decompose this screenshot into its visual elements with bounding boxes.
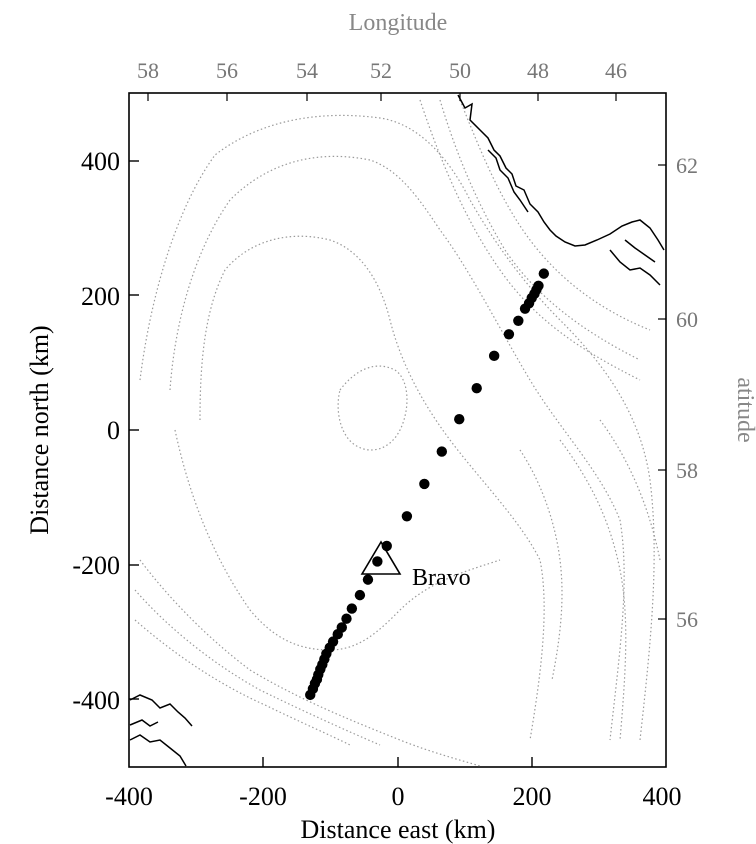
- x-tick-label: 200: [513, 782, 552, 811]
- longitude-tick-label: 58: [137, 58, 159, 83]
- x-tick-label: -200: [239, 782, 287, 811]
- coastlines: [129, 94, 665, 767]
- longitude-tick-label: 46: [605, 58, 627, 83]
- survey-point: [336, 622, 347, 633]
- survey-points: [305, 268, 550, 701]
- contour-line: [559, 439, 627, 741]
- labrador-coastline: [129, 694, 193, 727]
- survey-point: [436, 446, 448, 457]
- survey-point: [372, 556, 383, 567]
- contour-line: [139, 559, 481, 767]
- contour-line: [419, 99, 641, 381]
- contour-line: [139, 114, 655, 741]
- longitude-tick-label: 56: [216, 58, 238, 83]
- greenland-coastline: [624, 239, 656, 263]
- longitude-tick-label: 52: [370, 58, 392, 83]
- greenland-coastline: [457, 94, 665, 251]
- labrador-coastline: [129, 734, 187, 767]
- contour-line: [459, 99, 651, 331]
- bravo-station-triangle: [360, 540, 402, 575]
- survey-point: [354, 589, 366, 601]
- longitude-axis-top: Longitude 58 56 54 52 50 48 46: [137, 10, 627, 101]
- labrador-coastline: [129, 719, 159, 727]
- survey-point: [381, 540, 392, 552]
- survey-point: [346, 603, 358, 614]
- x-tick-label: 0: [392, 782, 405, 811]
- contour-line: [174, 429, 501, 651]
- contour-line: [134, 589, 381, 746]
- bravo-station-label: Bravo: [412, 565, 471, 591]
- contour-line: [169, 155, 625, 741]
- survey-point: [533, 280, 544, 291]
- contour-line: [599, 419, 661, 561]
- y-axis-title: Distance north (km): [25, 325, 54, 534]
- y-tick-label: 0: [107, 416, 120, 445]
- survey-point: [488, 350, 500, 362]
- survey-point: [327, 636, 339, 647]
- latitude-tick-label: 56: [676, 607, 698, 632]
- contour-line: [439, 99, 641, 361]
- latitude-tick-label: 58: [676, 458, 698, 483]
- longitude-tick-label: 48: [527, 58, 549, 83]
- longitude-tick-label: 54: [296, 58, 318, 83]
- y-tick-label: -400: [72, 686, 120, 715]
- longitude-tick-label: 50: [449, 58, 471, 83]
- contour-line: [337, 365, 408, 451]
- latitude-tick-label: 60: [676, 307, 698, 332]
- latitude-axis-title: atitude: [732, 377, 756, 442]
- x-tick-label: -400: [105, 782, 153, 811]
- greenland-coastline: [487, 149, 529, 213]
- survey-point: [513, 315, 524, 327]
- contour-line: [519, 449, 563, 681]
- x-axis-bottom: -400 -200 0 200 400 Distance east (km): [105, 757, 682, 844]
- survey-point: [471, 383, 482, 394]
- survey-point: [341, 613, 352, 624]
- plot-frame: [128, 92, 667, 768]
- survey-point: [538, 268, 550, 279]
- longitude-axis-title: Longitude: [349, 10, 448, 36]
- survey-point: [362, 574, 374, 585]
- bathymetry-contours: [134, 99, 661, 767]
- contour-line: [199, 235, 545, 741]
- greenland-coastline: [609, 249, 661, 286]
- x-tick-label: 400: [643, 782, 682, 811]
- x-axis-title: Distance east (km): [301, 815, 496, 844]
- survey-point: [419, 478, 430, 490]
- y-tick-label: 400: [81, 147, 120, 176]
- y-axis-left: 400 200 0 -200 -400 Distance north (km): [25, 147, 139, 715]
- y-tick-label: -200: [72, 551, 120, 580]
- survey-point: [401, 511, 413, 522]
- survey-point: [454, 414, 465, 425]
- survey-point: [503, 329, 515, 340]
- latitude-tick-label: 62: [676, 153, 698, 178]
- y-tick-label: 200: [81, 282, 120, 311]
- latitude-axis-right: 62 60 58 56 atitude: [658, 153, 756, 632]
